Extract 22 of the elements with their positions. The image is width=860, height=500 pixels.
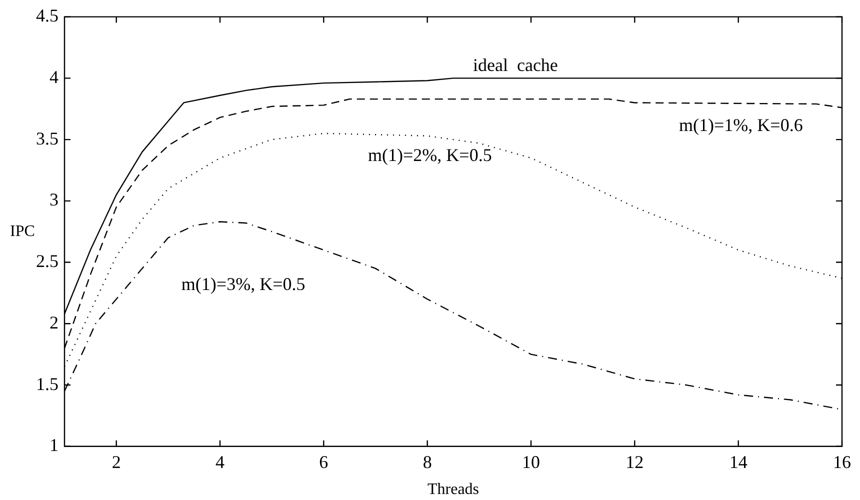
x-tick-label: 4 [216, 452, 224, 472]
series-label: ideal cache [472, 54, 558, 75]
series-label: m(1)=3%, K=0.5 [181, 274, 306, 294]
x-tick-label: 12 [626, 452, 644, 472]
x-tick-label: 16 [833, 452, 851, 472]
x-tick-label: 2 [112, 452, 121, 472]
y-tick-label: 4.5 [36, 6, 58, 26]
x-axis-title: Threads [427, 481, 480, 498]
y-tick-label: 3 [50, 190, 58, 210]
y-tick-label: 4 [50, 66, 58, 87]
series-label: m(1)=2%, K=0.5 [368, 145, 492, 166]
x-tick-label: 8 [422, 452, 432, 472]
y-tick-label: 3.5 [36, 128, 58, 148]
y-tick-label: 1 [50, 435, 58, 456]
series-label: m(1)=1%, K=0.6 [679, 115, 803, 136]
x-tick-label: 6 [319, 452, 328, 472]
x-tick-label: 14 [729, 452, 748, 472]
y-tick-label: 2.5 [36, 251, 58, 272]
y-tick-label: 2 [50, 312, 58, 332]
x-tick-label: 10 [522, 452, 540, 472]
y-tick-label: 1.5 [36, 374, 58, 394]
y-axis-title: IPC [10, 222, 35, 240]
